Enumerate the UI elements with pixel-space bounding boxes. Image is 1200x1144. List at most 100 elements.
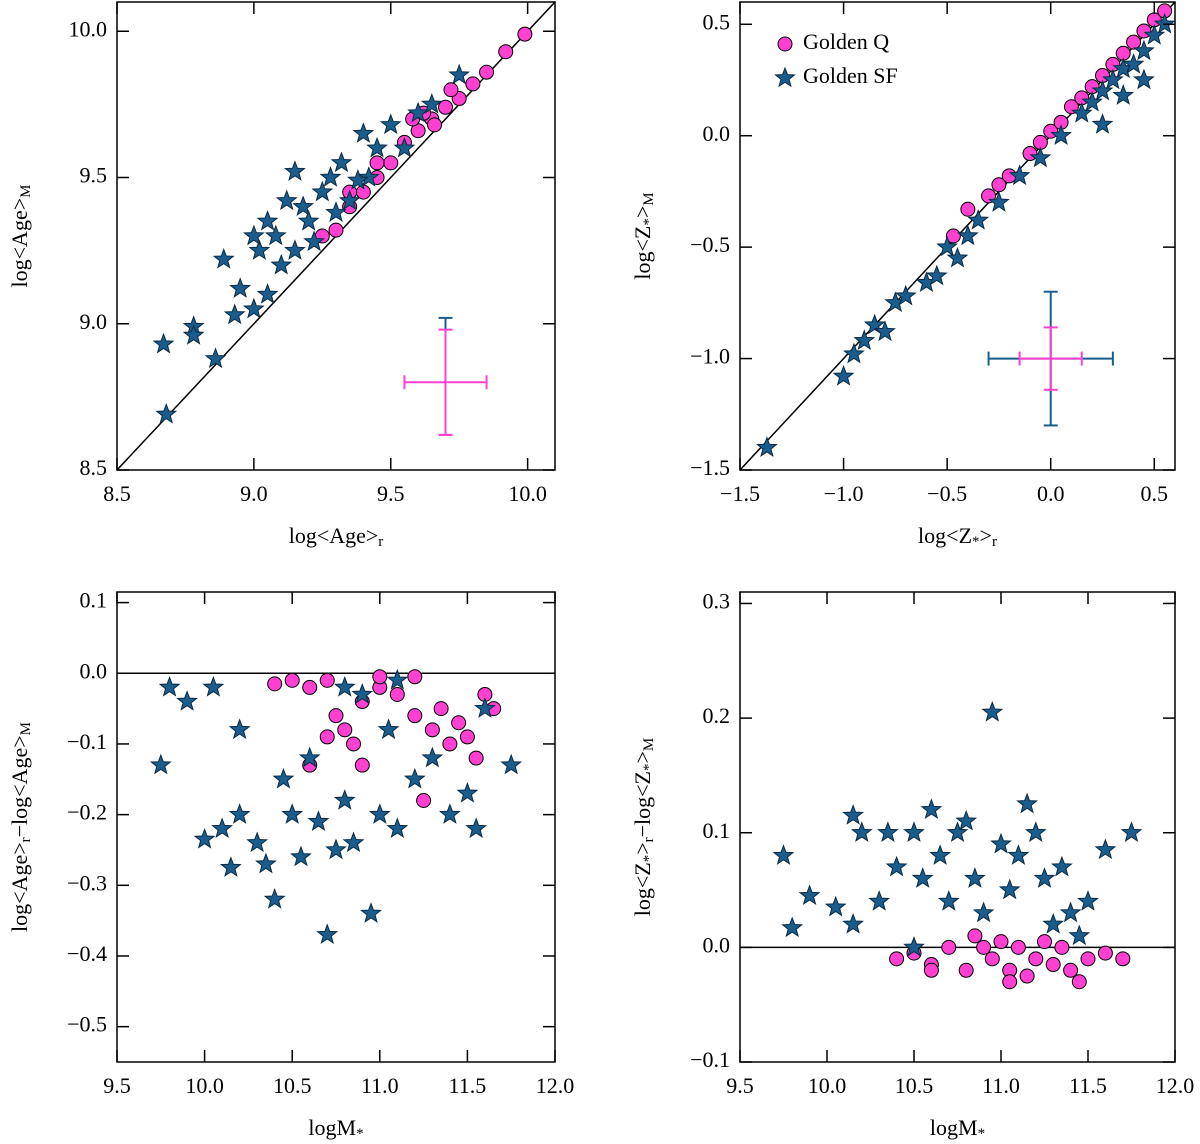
legend-marker bbox=[774, 66, 796, 88]
star-point bbox=[946, 821, 969, 842]
label-subscript: * bbox=[356, 1126, 364, 1142]
axis-label: log<Age>r−log<Age>M bbox=[7, 722, 34, 932]
star-point bbox=[284, 239, 306, 260]
plot-frame bbox=[739, 1, 1176, 471]
circle-point bbox=[1028, 951, 1044, 967]
star-point bbox=[911, 867, 934, 888]
star-point bbox=[307, 810, 330, 831]
star-point bbox=[937, 890, 960, 911]
panel: 8.5 9.0 9.5 10.08.59.09.510.0log<Age>rlog<A… bbox=[7, 1, 556, 550]
star-point bbox=[351, 683, 374, 704]
star-point bbox=[366, 136, 388, 158]
star-point bbox=[964, 867, 986, 888]
star-point bbox=[1094, 838, 1117, 860]
star-point bbox=[1042, 913, 1065, 934]
star-point bbox=[182, 324, 205, 345]
star-point bbox=[1007, 844, 1030, 865]
circle-point bbox=[517, 26, 533, 42]
star-point bbox=[407, 101, 429, 123]
circle-point bbox=[442, 736, 458, 752]
star-point bbox=[270, 253, 293, 275]
x-tick-label: 0.5 bbox=[1141, 481, 1169, 506]
star-point bbox=[243, 224, 265, 246]
circle-point bbox=[941, 939, 957, 955]
star-point bbox=[843, 342, 865, 364]
star-point bbox=[1033, 867, 1056, 888]
circle-point bbox=[443, 82, 459, 98]
star-point bbox=[853, 329, 876, 350]
circle-point bbox=[1037, 934, 1052, 950]
plot-frame bbox=[116, 591, 556, 1063]
circle-point bbox=[459, 729, 475, 745]
star-point bbox=[967, 208, 990, 230]
x-tick-label: 9.0 bbox=[240, 481, 268, 506]
star-point bbox=[292, 195, 315, 216]
circle-point bbox=[424, 722, 440, 738]
star-point bbox=[877, 821, 899, 842]
y-tick-label: −0.3 bbox=[67, 870, 107, 895]
star-point bbox=[972, 901, 995, 923]
x-tick-label: 10.0 bbox=[808, 1073, 847, 1098]
star-point bbox=[1051, 855, 1073, 877]
star-point bbox=[263, 888, 286, 909]
y-tick-label: 0.1 bbox=[80, 588, 108, 613]
star-point bbox=[956, 224, 979, 246]
circle-point bbox=[407, 669, 423, 685]
star-point bbox=[1112, 84, 1135, 105]
plot-area bbox=[740, 2, 1175, 470]
circle-point bbox=[427, 117, 443, 133]
panel: −1.5 −1.0 −0.5 0.0 0.5 −1.5 −1.0 −0.5 0.0 0.5 Gold… bbox=[630, 1, 1176, 550]
label-subscript: r bbox=[18, 837, 34, 842]
axis-label: log<Z*>M bbox=[630, 192, 657, 279]
y-tick-label: 0.0 bbox=[80, 658, 108, 683]
circle-point bbox=[958, 962, 974, 978]
y-tick-label: −0.2 bbox=[67, 800, 107, 825]
star-point bbox=[386, 668, 409, 690]
x-tick-label: −1.5 bbox=[720, 481, 760, 506]
star-point bbox=[272, 767, 295, 789]
label-subscript: r bbox=[992, 534, 997, 550]
star-point bbox=[256, 283, 279, 304]
star-point bbox=[393, 136, 416, 158]
star-point bbox=[333, 789, 356, 810]
star-point bbox=[316, 923, 339, 945]
label-segment: > bbox=[630, 842, 655, 854]
star-point bbox=[1070, 102, 1093, 123]
circle-point bbox=[945, 228, 961, 244]
star-point bbox=[885, 855, 908, 877]
star-point bbox=[465, 817, 488, 839]
y-tick-label: 0.0 bbox=[703, 932, 731, 957]
star-point bbox=[894, 284, 917, 306]
x-tick-label: 9.5 bbox=[377, 481, 405, 506]
star-point bbox=[456, 782, 479, 803]
label-segment: logM bbox=[930, 1115, 978, 1140]
star-point bbox=[1068, 924, 1091, 946]
circle-point bbox=[1080, 951, 1096, 967]
x-tick-label: 9.5 bbox=[726, 1073, 754, 1098]
star-point bbox=[297, 209, 320, 231]
star-point bbox=[1029, 146, 1052, 168]
star-point bbox=[403, 767, 426, 789]
star-point bbox=[352, 122, 375, 143]
label-segment: log<Z bbox=[918, 523, 972, 548]
star-point bbox=[988, 191, 1010, 212]
circle-point bbox=[337, 722, 353, 738]
label-subscript: * bbox=[641, 218, 657, 226]
star-point bbox=[281, 803, 304, 824]
label-subscript: r bbox=[641, 837, 657, 842]
star-point bbox=[333, 675, 356, 697]
star-point bbox=[1133, 39, 1155, 61]
star-point bbox=[319, 166, 342, 187]
star-point bbox=[284, 160, 306, 181]
star-point bbox=[421, 746, 444, 768]
label-segment: log<Age> bbox=[7, 842, 32, 932]
star-point bbox=[360, 902, 382, 923]
star-point bbox=[798, 884, 821, 906]
star-point bbox=[1008, 164, 1031, 186]
circle-point bbox=[967, 928, 983, 944]
x-tick-label: 11.5 bbox=[449, 1073, 487, 1098]
y-tick-label: 0.1 bbox=[703, 818, 731, 843]
x-tick-label: 11.0 bbox=[982, 1073, 1020, 1098]
label-segment: log<Age> bbox=[7, 198, 32, 288]
y-tick-label: 10.0 bbox=[69, 16, 108, 41]
